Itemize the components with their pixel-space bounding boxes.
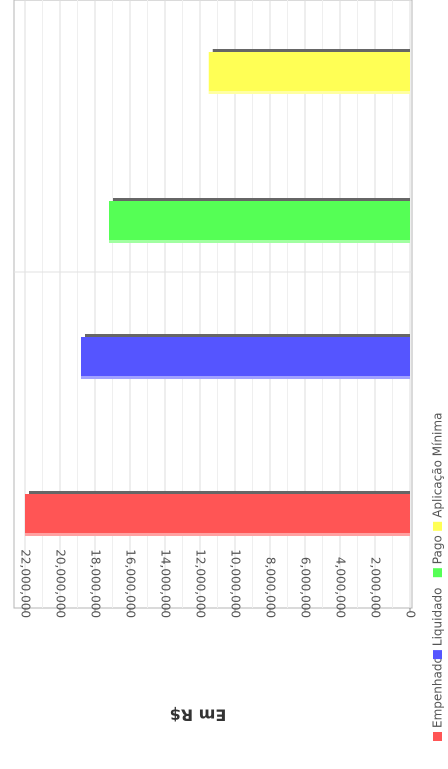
bar-liquidado [81,334,410,379]
legend-swatch [433,650,442,660]
tick-label: 6,000,000 [299,557,313,618]
legend-label: Pago [431,535,445,564]
legend-item: Empenhado [431,656,445,741]
legend-item: Pago [431,535,445,578]
tick-label: 0 [404,610,418,618]
tick-label: 12,000,000 [194,549,208,618]
bar-empenhado [25,491,410,536]
tick-label: 8,000,000 [264,557,278,618]
legend-swatch [433,521,442,531]
tick-label: 14,000,000 [159,549,173,618]
bars [25,49,410,536]
legend-item: Liquidado [431,588,445,660]
tick-label: 16,000,000 [124,549,138,618]
tick-label: 10,000,000 [229,549,243,618]
legend-swatch [433,568,442,578]
legend-label: Aplicação Mínima [431,413,445,518]
legend-label: Liquidado [431,588,445,647]
bar-pago [109,198,410,243]
value-axis: 0 2,000,000 4,000,000 6,000,000 8,000,000 10,… [19,549,418,618]
tick-label: 22,000,000 [19,549,33,618]
axis-title: Em R$ [170,706,227,725]
tick-label: 2,000,000 [369,557,383,618]
tick-label: 20,000,000 [54,549,68,618]
legend-label: Empenhado [431,656,445,728]
bar-aplica-o-m-nima [208,49,410,94]
tick-label: 4,000,000 [334,557,348,618]
legend-swatch [433,732,442,741]
legend-item: Aplicação Mínima [431,413,445,531]
tick-label: 18,000,000 [89,549,103,618]
legend: Empenhado Liquidado Pago Aplicação Mínima [431,413,445,741]
